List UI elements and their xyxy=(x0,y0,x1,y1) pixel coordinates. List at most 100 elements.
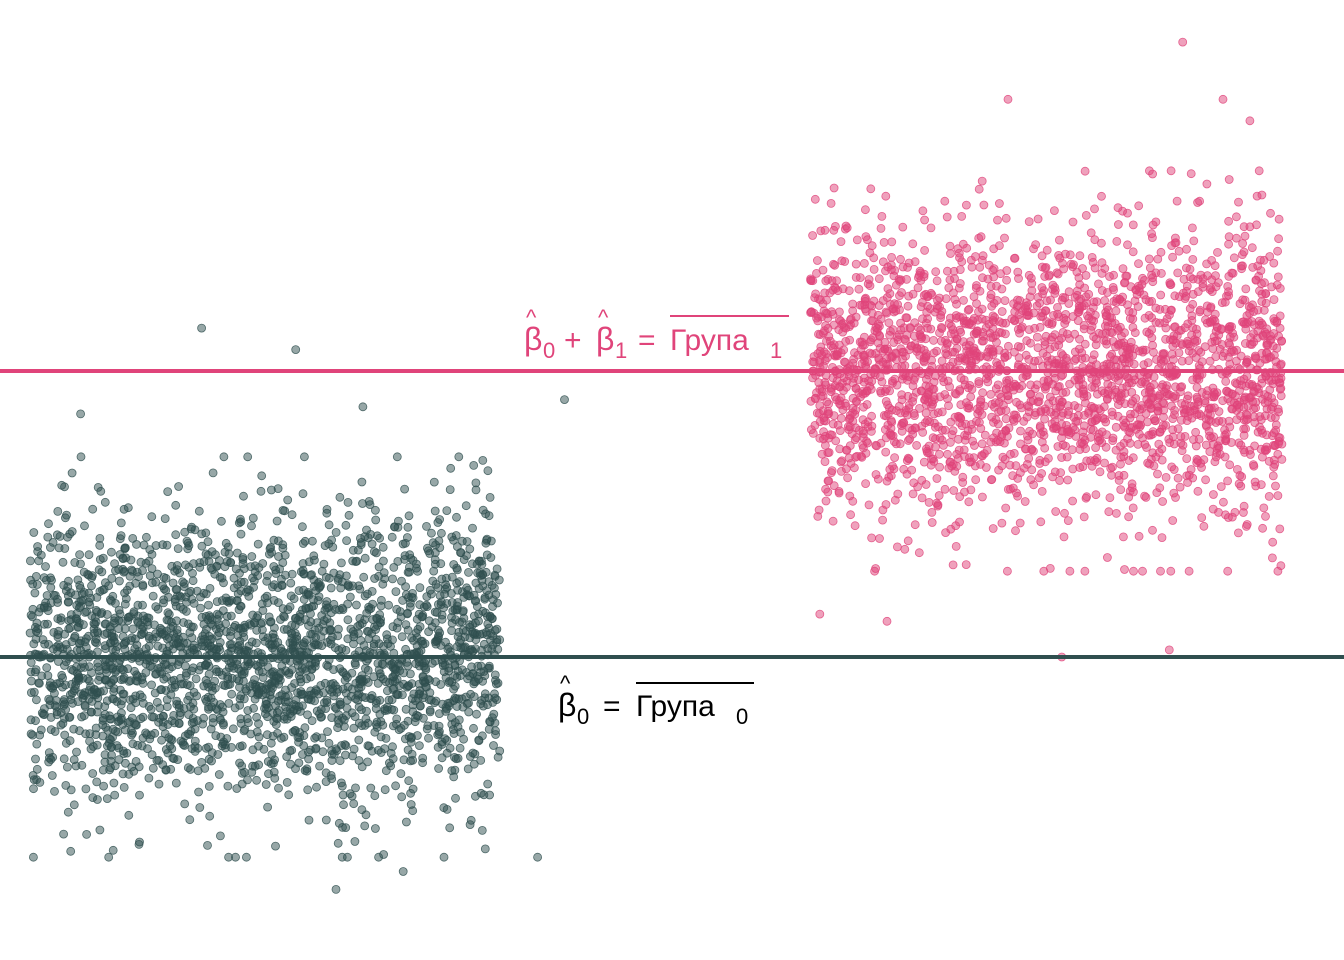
data-point xyxy=(207,547,217,556)
data-point xyxy=(891,349,901,359)
data-point xyxy=(271,841,280,851)
data-point xyxy=(909,375,919,385)
data-point xyxy=(1243,401,1253,411)
data-point xyxy=(942,338,952,348)
data-point xyxy=(199,681,209,691)
data-point xyxy=(1067,445,1077,455)
data-point xyxy=(80,521,89,531)
data-point xyxy=(43,619,52,629)
data-point xyxy=(987,344,996,354)
data-point xyxy=(50,787,59,796)
data-point xyxy=(1147,229,1156,239)
data-point xyxy=(343,634,353,644)
data-point xyxy=(1090,409,1100,419)
data-point xyxy=(431,677,441,687)
data-point xyxy=(445,823,455,833)
data-point xyxy=(303,710,312,720)
data-point xyxy=(883,400,892,410)
data-point xyxy=(1157,382,1167,392)
data-point xyxy=(1172,331,1182,341)
data-point xyxy=(926,223,936,233)
data-point xyxy=(189,559,198,568)
data-point xyxy=(44,519,53,529)
data-point xyxy=(63,807,73,817)
data-point xyxy=(1269,440,1278,450)
data-point xyxy=(297,663,307,673)
data-point xyxy=(342,695,352,705)
data-point xyxy=(1138,273,1147,283)
data-point xyxy=(92,593,102,602)
data-point xyxy=(367,539,377,549)
data-point xyxy=(1042,381,1051,391)
data-point xyxy=(451,615,460,624)
data-point xyxy=(490,693,500,703)
data-point xyxy=(932,276,942,286)
data-point xyxy=(31,572,41,581)
data-point xyxy=(998,318,1008,328)
data-point xyxy=(460,643,469,653)
data-point xyxy=(1239,424,1249,434)
data-point xyxy=(422,592,432,601)
data-point xyxy=(826,387,836,397)
data-point xyxy=(1236,481,1246,491)
data-point xyxy=(1079,320,1089,330)
data-point xyxy=(31,665,41,674)
data-point xyxy=(343,581,353,591)
data-point xyxy=(995,241,1004,251)
data-point xyxy=(105,765,114,775)
data-point xyxy=(275,564,285,574)
data-point xyxy=(1188,254,1198,264)
data-point xyxy=(336,558,346,568)
data-point xyxy=(900,361,910,371)
data-point xyxy=(266,738,276,748)
data-point xyxy=(81,784,91,794)
data-point xyxy=(170,594,180,604)
data-point xyxy=(32,764,42,774)
data-point xyxy=(1091,375,1101,385)
data-point xyxy=(107,574,117,583)
data-point xyxy=(1155,483,1165,493)
data-point xyxy=(1038,427,1048,437)
data-point xyxy=(1073,307,1083,317)
data-point xyxy=(350,712,360,721)
data-point xyxy=(138,581,148,591)
data-point xyxy=(434,536,444,546)
data-point xyxy=(905,434,915,444)
data-point xyxy=(875,534,884,543)
data-point xyxy=(260,636,270,646)
data-point xyxy=(944,401,953,411)
data-point xyxy=(897,421,906,431)
data-point xyxy=(55,532,65,541)
data-point xyxy=(298,489,308,499)
data-point xyxy=(998,452,1008,462)
data-point xyxy=(109,778,119,788)
data-point xyxy=(465,591,475,601)
data-point xyxy=(119,673,129,682)
data-point xyxy=(254,732,264,742)
data-point xyxy=(469,692,479,701)
data-point xyxy=(126,555,136,565)
data-point xyxy=(160,514,170,523)
data-point xyxy=(1058,327,1068,337)
data-point xyxy=(197,541,207,551)
data-point xyxy=(430,559,440,569)
data-point xyxy=(326,625,336,635)
data-point xyxy=(480,594,490,604)
data-point xyxy=(1016,426,1025,436)
data-point xyxy=(1149,347,1158,357)
data-point xyxy=(67,665,76,674)
data-point xyxy=(215,645,225,655)
data-point xyxy=(862,400,872,409)
data-point xyxy=(63,582,73,592)
data-point xyxy=(450,605,460,614)
data-point xyxy=(818,406,828,416)
data-point xyxy=(1122,271,1132,281)
data-point xyxy=(929,384,939,394)
data-point xyxy=(1078,264,1087,273)
data-point xyxy=(1221,376,1231,386)
data-point xyxy=(930,307,940,317)
data-point xyxy=(914,548,924,558)
data-point xyxy=(1277,336,1286,346)
data-point xyxy=(845,335,854,345)
data-point xyxy=(970,441,979,450)
